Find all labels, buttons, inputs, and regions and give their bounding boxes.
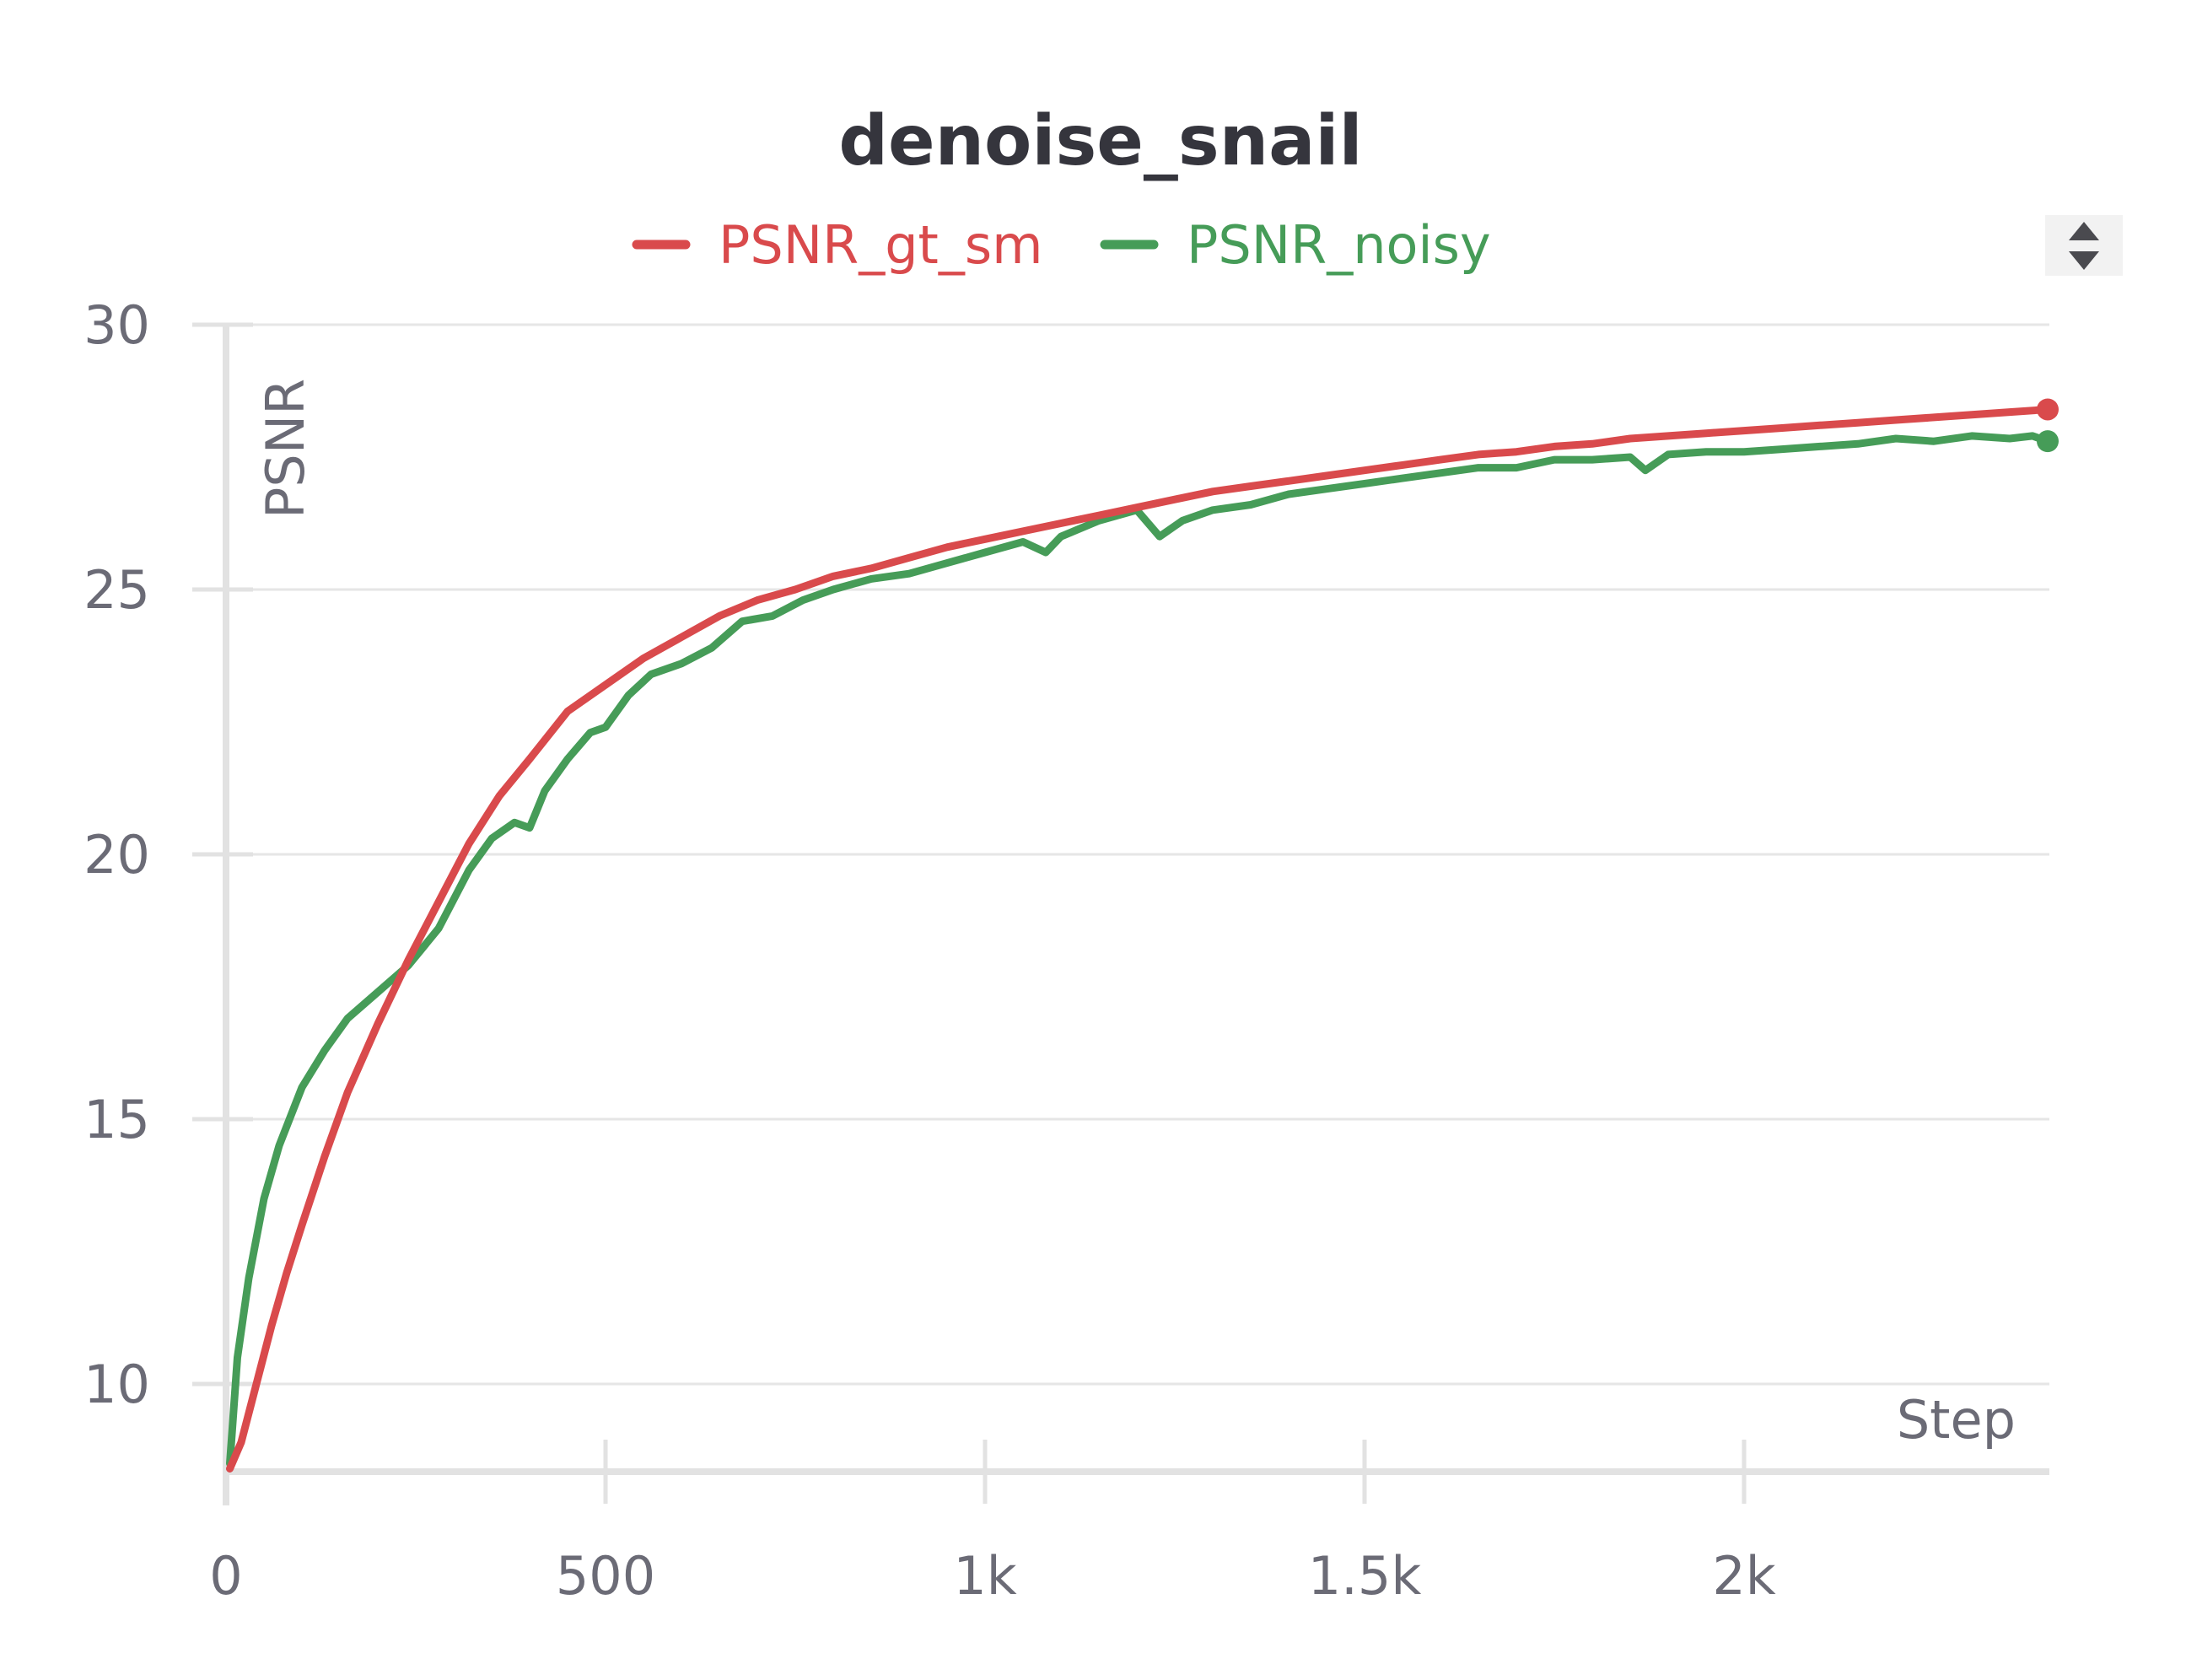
x-tick-label-1.5k: 1.5k	[1308, 1545, 1422, 1607]
y-tick-label-10: 10	[83, 1354, 150, 1415]
legend-label-PSNR_noisy: PSNR_noisy	[1187, 214, 1491, 276]
x-tick-label-0: 0	[209, 1545, 242, 1607]
grid	[226, 323, 2049, 1386]
y-tick-label-30: 30	[83, 294, 150, 356]
y-tick-label-20: 20	[83, 824, 150, 886]
y-ticks: 10 15 20 25 30	[83, 294, 253, 1415]
x-tick-label-1k: 1k	[953, 1545, 1016, 1607]
x-tick-label-500: 500	[556, 1545, 655, 1607]
x-ticks: 0 500 1k 1.5k 2k	[209, 1440, 1776, 1607]
series-line-PSNR_gt_sm	[226, 406, 2052, 1473]
y-tick-label-15: 15	[83, 1089, 150, 1150]
legend-label-PSNR_gt_sm: PSNR_gt_sm	[719, 214, 1043, 276]
x-tick-label-2k: 2k	[1712, 1545, 1775, 1607]
series-group	[226, 398, 2059, 1473]
y-tick-label-25: 25	[83, 559, 150, 621]
y-axis-label: PSNR	[255, 379, 316, 519]
series-end-point-PSNR_noisy	[2037, 430, 2059, 453]
legend: PSNR_gt_sm PSNR_noisy	[632, 214, 1491, 276]
chevron-up-icon[interactable]	[2069, 222, 2099, 240]
x-axis-label: Step	[1897, 1389, 2016, 1451]
legend-item-PSNR_gt_sm[interactable]: PSNR_gt_sm	[632, 214, 1043, 276]
series-line-PSNR_noisy	[226, 432, 2052, 1467]
series-end-point-PSNR_gt_sm	[2037, 398, 2059, 421]
legend-scroll-control[interactable]	[2045, 215, 2123, 276]
chevron-down-icon[interactable]	[2069, 251, 2099, 270]
legend-item-PSNR_noisy[interactable]: PSNR_noisy	[1100, 214, 1491, 276]
chart-title: denoise_snail	[838, 101, 1362, 181]
